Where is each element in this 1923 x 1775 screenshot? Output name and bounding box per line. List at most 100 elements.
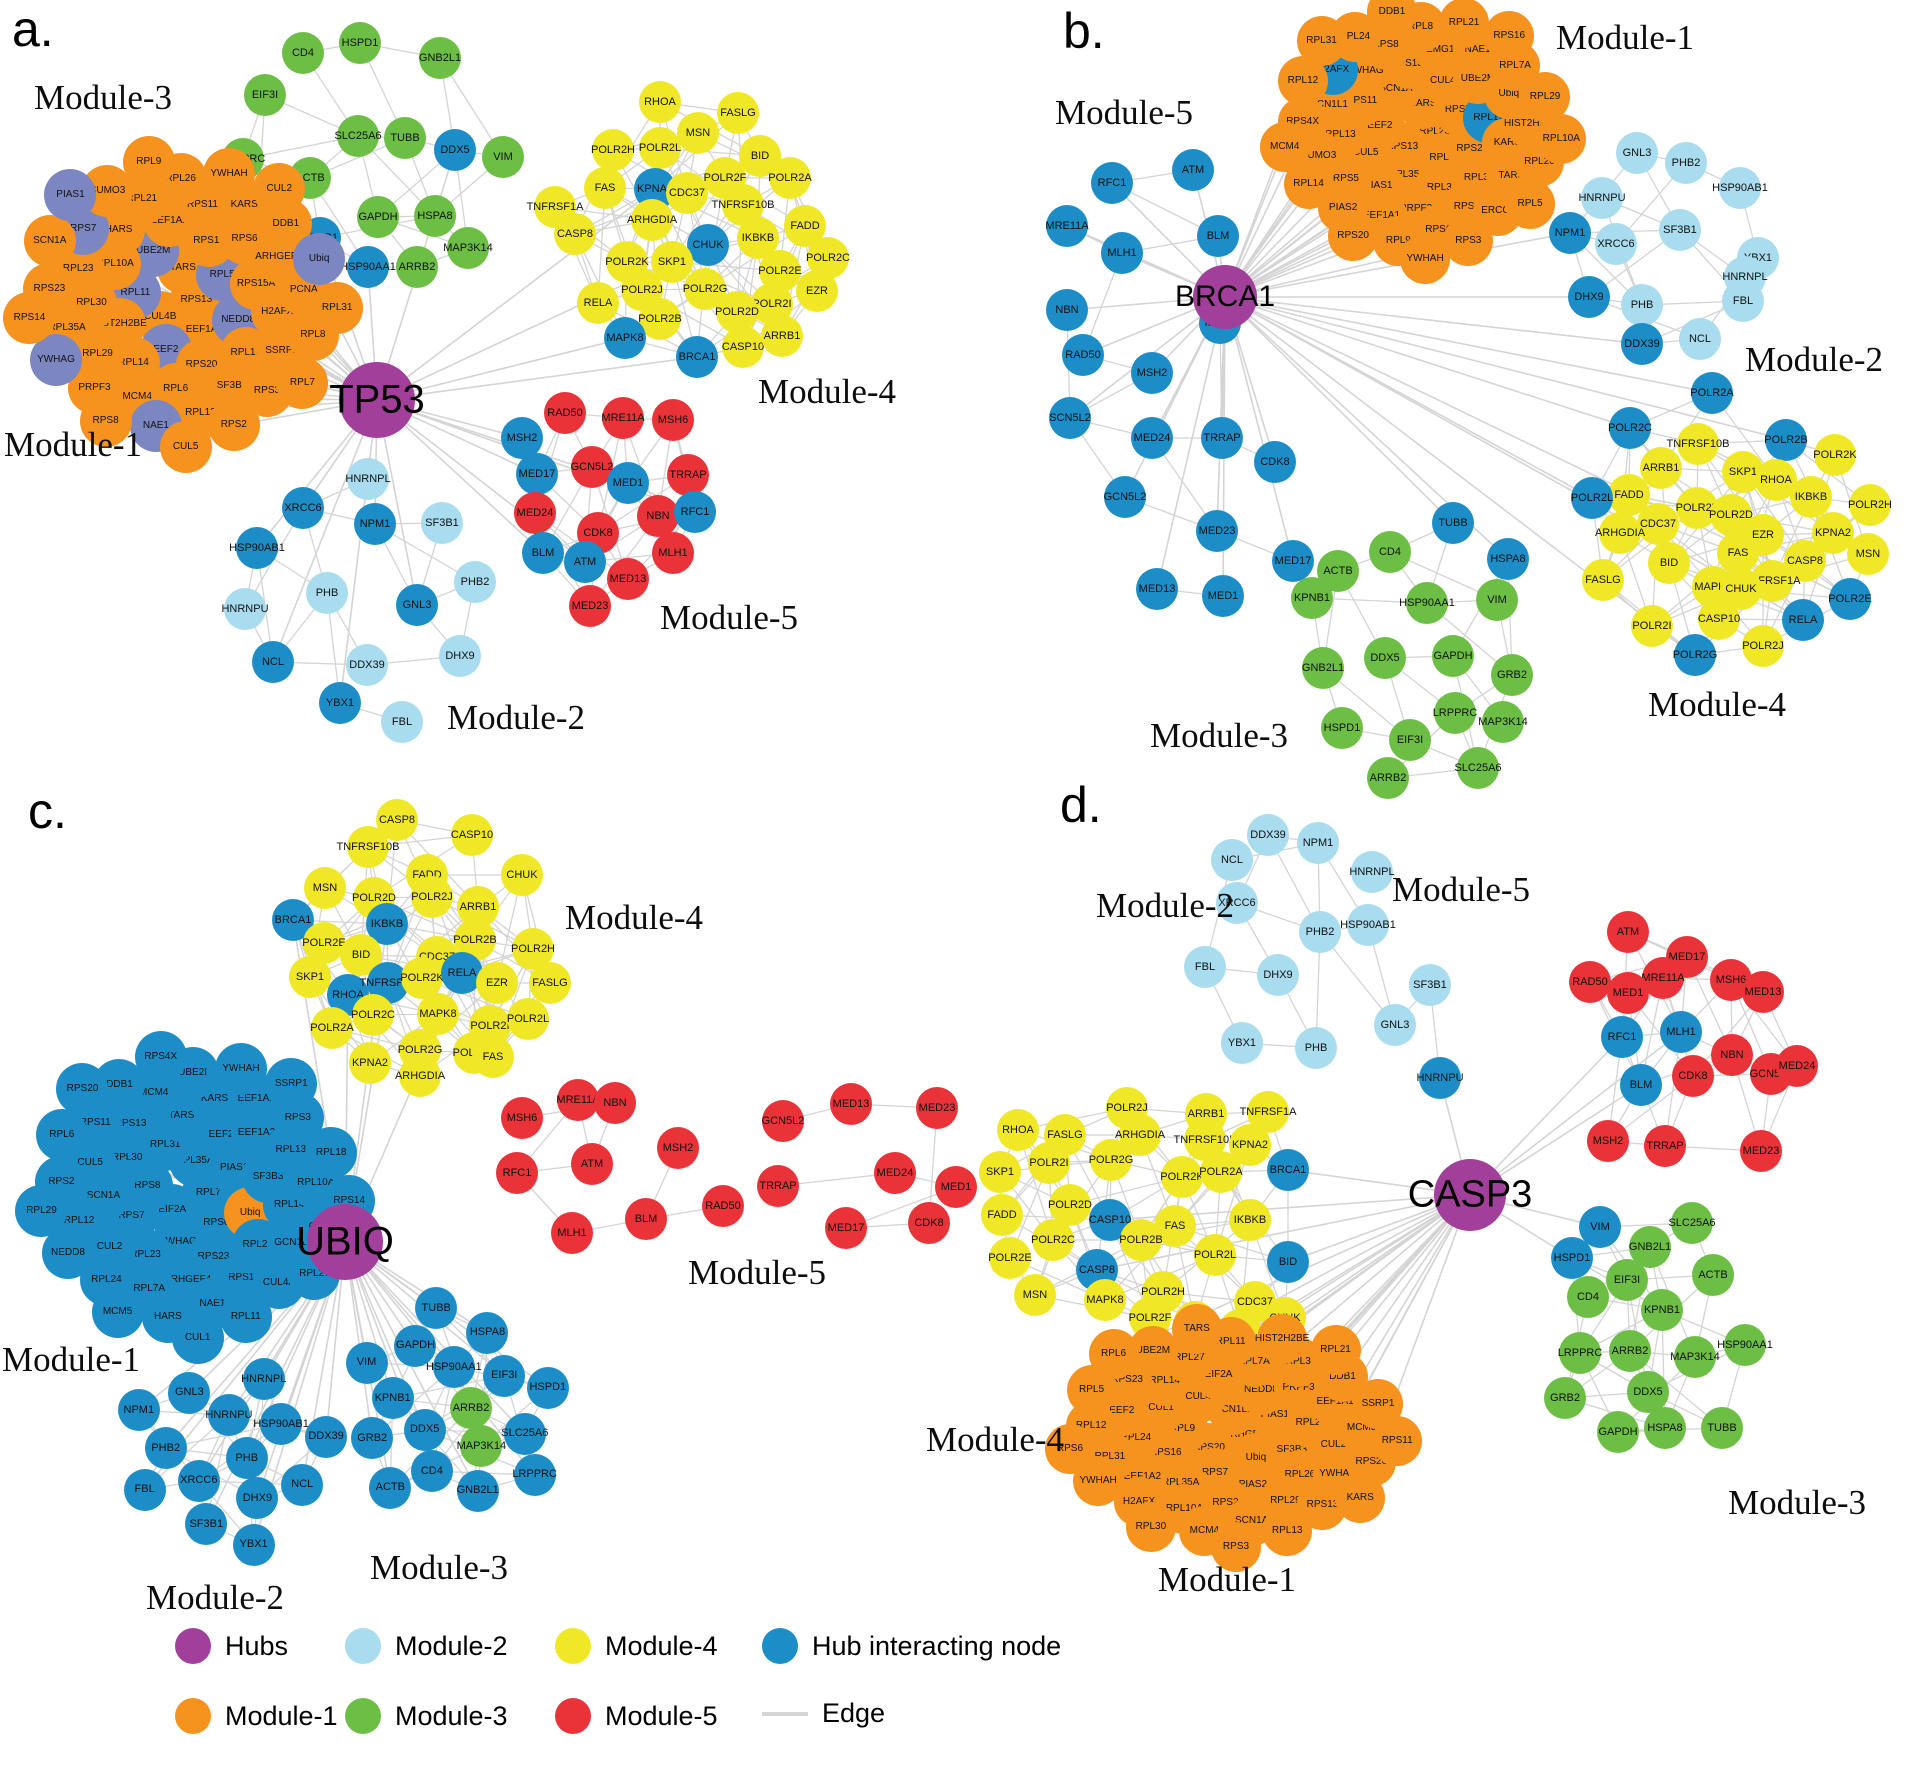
node-a-module-4-polr2a: POLR2A <box>768 157 812 199</box>
node-label: ACTB <box>1323 564 1353 577</box>
node-label: CASP8 <box>1786 554 1824 567</box>
node-label: POLR2A <box>310 1021 354 1034</box>
node-c-module-1-rpl18: RPL18 <box>305 1126 358 1179</box>
node-label: GCN1L1 <box>1213 1404 1253 1416</box>
node-label: PIAS2 <box>1328 202 1358 214</box>
node-c-module-5-rad50: RAD50 <box>702 1185 744 1227</box>
node-b-module-3-hspd1: HSPD1 <box>1321 707 1363 749</box>
node-label: CASP8 <box>378 813 416 826</box>
node-c-module-3-ddx5: DDX5 <box>403 1408 446 1451</box>
node-c-module-1-mcm5: MCM5 <box>91 1285 144 1338</box>
node-label: ARRB2 <box>1611 1344 1649 1357</box>
node-d-module-4-arhgdia: ARHGDIA <box>1115 1114 1165 1156</box>
node-label: SLC25A6 <box>1668 1216 1716 1229</box>
node-label: RPS2 <box>48 1175 75 1187</box>
node-c-module-2-dhx9: DHX9 <box>236 1477 279 1520</box>
node-label: RPL6 <box>163 382 189 394</box>
node-label: KPNA2 <box>1231 1138 1269 1151</box>
node-b-module-5-trrap: TRRAP <box>1201 417 1243 459</box>
node-a-module-2-ybx1: YBX1 <box>319 682 361 724</box>
node-label: ACTB <box>375 1481 405 1494</box>
node-label: KARS <box>200 1093 229 1105</box>
node-d-module-3-arrb2: ARRB2 <box>1609 1330 1651 1372</box>
node-label: RPL5 <box>1078 1384 1104 1396</box>
node-label: RPL27 <box>1174 1351 1205 1363</box>
node-label: SKP1 <box>295 970 325 983</box>
legend-swatch-hub_interacting <box>762 1628 798 1664</box>
node-label: RPL23 <box>1295 1416 1327 1428</box>
node-a-module-4-faslg: FASLG <box>717 92 759 134</box>
node-label: RPL26 <box>242 1238 274 1250</box>
node-label: POLR2K <box>605 255 649 268</box>
node-label: RPS8 <box>1372 38 1399 50</box>
node-label: VIM <box>1590 1220 1610 1233</box>
node-label: CHUK <box>506 868 538 881</box>
module-label-module-1: Module-1 <box>2 1340 141 1379</box>
node-label: PIAS1 <box>219 1161 249 1173</box>
legend-swatch-hub <box>175 1628 211 1664</box>
node-label: POLR2F <box>1128 1311 1172 1324</box>
node-label: EIF3I <box>1613 1273 1641 1286</box>
node-label: RPL30 <box>111 1151 143 1163</box>
node-d-module-3-map3k14: MAP3K14 <box>1670 1336 1720 1378</box>
node-label: RPL8 <box>1408 20 1434 32</box>
node-label: EIF2A <box>1204 1368 1233 1380</box>
node-label: RPS16 <box>1149 1447 1182 1459</box>
node-b-module-4-polr2j: POLR2J <box>1742 625 1784 667</box>
node-a-module-3-tubb: TUBB <box>384 117 426 159</box>
node-b-module-3-lrpprc: LRPPRC <box>1432 692 1478 734</box>
node-label: HSP90AB1 <box>1712 181 1768 194</box>
node-a-module-2-ddx39: DDX39 <box>346 644 388 686</box>
node-c-module-1-rpl11: RPL11 <box>219 1290 272 1343</box>
node-a-module-3-arrb2: ARRB2 <box>396 246 438 288</box>
node-label: CASP8 <box>556 227 594 240</box>
node-label: BLM <box>1629 1078 1653 1091</box>
node-label: MED17 <box>1274 554 1312 567</box>
node-label: POLR2K <box>1160 1170 1204 1183</box>
node-d-module-2-npm1: NPM1 <box>1297 822 1339 864</box>
node-label: RAD50 <box>1065 348 1101 361</box>
node-label: GNL3 <box>174 1386 204 1399</box>
node-label: MRE11A <box>1641 971 1685 984</box>
node-label: FAS <box>594 181 616 194</box>
node-label: SCN5L2 <box>1049 411 1091 424</box>
node-label: GCN1L1 <box>1309 99 1348 111</box>
node-label: RPS7 <box>1201 1467 1229 1479</box>
node-d-module-3-slc25a6: SLC25A6 <box>1668 1202 1716 1244</box>
node-label: EEF2 <box>1367 119 1393 131</box>
node-label: HSP90AB1 <box>229 541 285 554</box>
node-d-module-5-cdk8: CDK8 <box>1672 1055 1714 1097</box>
module-label-module-1: Module-1 <box>1556 18 1695 57</box>
node-c-module-5-med24: MED24 <box>874 1152 916 1194</box>
node-label: RPL35A <box>176 1155 214 1167</box>
node-d-module-4-tnfrsf10b: TNFRSF10B <box>1174 1119 1236 1161</box>
node-label: RPL11 <box>1473 112 1504 124</box>
node-label: MLH1 <box>658 546 688 559</box>
node-d-module-1-rpl30: RPL30 <box>1125 1502 1176 1553</box>
node-label: LRPPRC <box>1432 706 1478 719</box>
node-label: POLR2E <box>758 264 802 277</box>
node-d-module-3-hspa8: HSPA8 <box>1644 1407 1686 1449</box>
node-label: RPS23 <box>33 282 66 294</box>
node-c-module-4-chuk: CHUK <box>501 854 543 896</box>
node-b-module-1-rpl29: RPL29 <box>1520 71 1571 122</box>
node-label: DDB1 <box>1329 1370 1356 1382</box>
node-label: MSN <box>1855 547 1881 560</box>
hub-label-ubiq: UBIQ <box>296 1219 394 1264</box>
node-label: HSP90AB1 <box>1340 918 1396 931</box>
node-label: YWHAH <box>222 1063 260 1075</box>
node-label: HARS <box>154 1310 182 1322</box>
node-label: RPL12 <box>185 406 216 418</box>
node-label: EMG1 <box>1426 43 1455 55</box>
node-c-module-3-arrb2: ARRB2 <box>450 1387 493 1429</box>
node-label: GNB2L1 <box>1301 661 1345 674</box>
node-b-module-1-rps3: RPS3 <box>1443 215 1494 266</box>
node-a-module-5-atm: ATM <box>564 541 606 583</box>
node-label: GNL3 <box>402 598 432 611</box>
node-a-module-2-xrcc6: XRCC6 <box>282 487 324 529</box>
node-label: HARS <box>1408 98 1437 110</box>
node-label: RPL21 <box>126 193 158 205</box>
node-label: RPS14 <box>13 311 46 323</box>
node-label: TUBB <box>390 131 420 144</box>
node-a-module-3-hsp90aa1: HSP90AA1 <box>340 246 396 288</box>
